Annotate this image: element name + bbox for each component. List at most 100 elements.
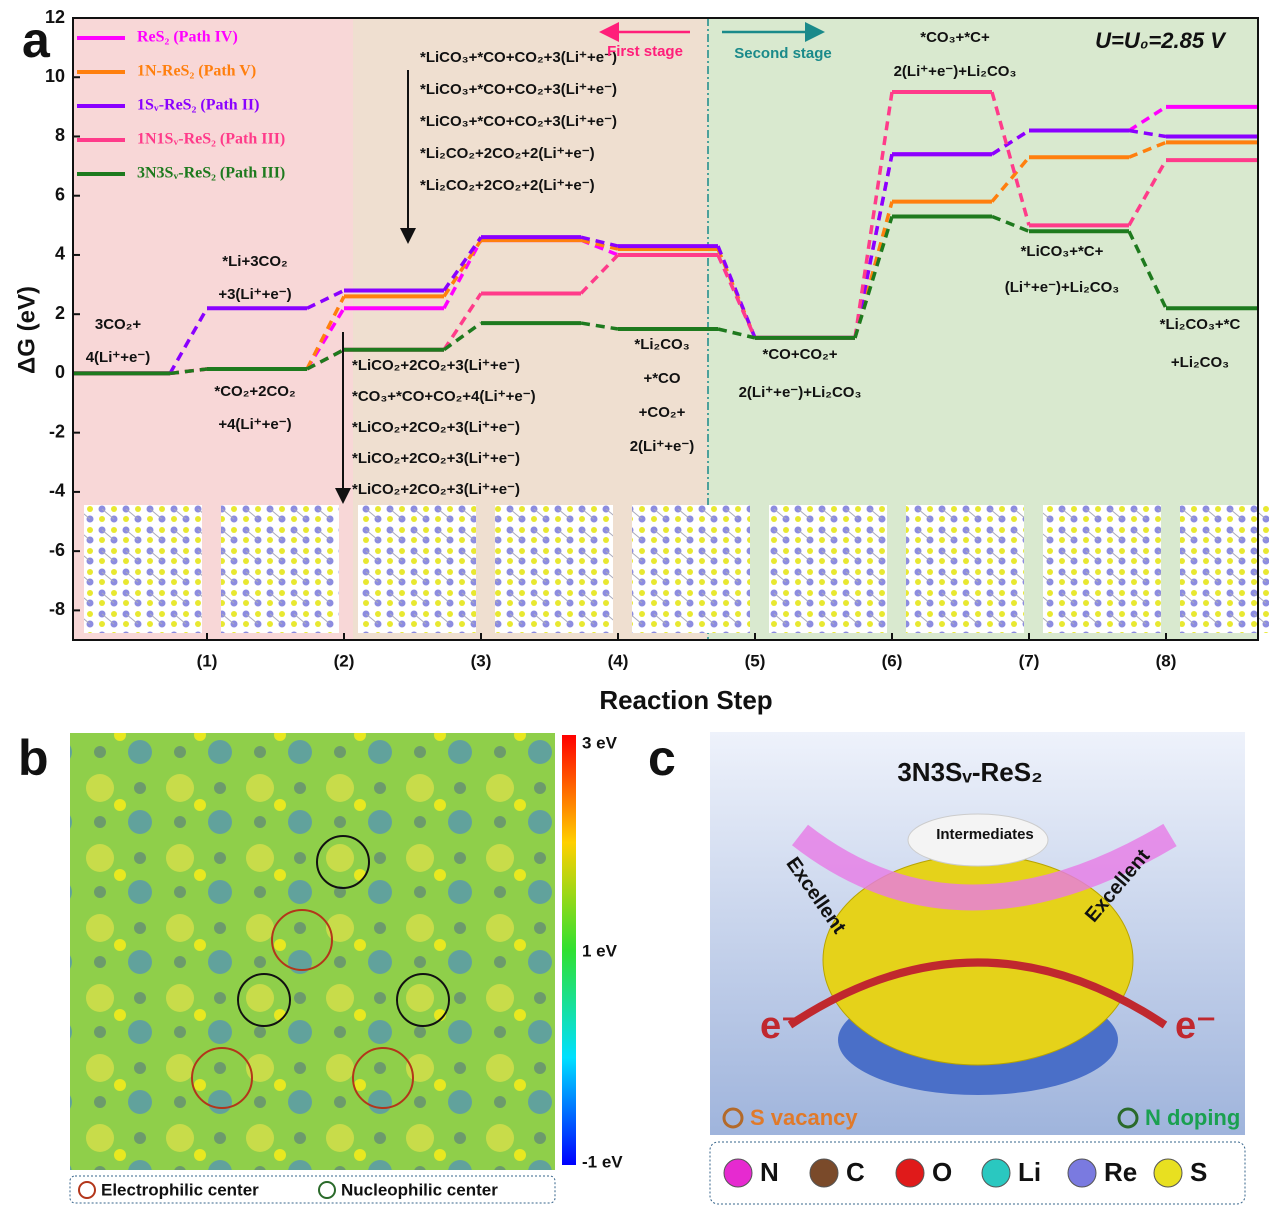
colorbar-label: 3 eV <box>582 733 618 752</box>
annotation: 2(Li⁺+e⁻)+Li₂CO₃ <box>894 63 1017 80</box>
atom-label: N <box>760 1157 779 1187</box>
site-label: S vacancy <box>750 1105 858 1130</box>
structure-image <box>906 505 1024 633</box>
legend-label: 1N-ReS₂ (Path V) <box>137 63 256 80</box>
cloud-label: Intermediates <box>936 826 1034 843</box>
connector <box>442 236 483 292</box>
structure-image <box>769 505 887 633</box>
plot: -8 -6 -4 -2 0 2 4 6 8 10 12 (1) (2) (3) (4) (5) (6) (7) (8… <box>45 7 1258 670</box>
annotation: *LiCO₃+*CO+CO₂+3(Li⁺+e⁻) <box>420 81 617 98</box>
x-tick-label: (8) <box>1156 651 1177 670</box>
annotation: *CO₃+*CO+CO₂+4(Li⁺+e⁻) <box>352 388 536 405</box>
atom-label: Li <box>1018 1157 1041 1187</box>
structure-image <box>632 505 750 633</box>
y-tick-label: -2 <box>49 421 65 441</box>
atom-sphere <box>895 1158 925 1188</box>
site-label: N doping <box>1145 1105 1240 1130</box>
electrophilic-circle <box>191 1047 253 1109</box>
annotation: +Li₂CO₃ <box>1171 354 1229 371</box>
electrophilic-circle <box>352 1047 414 1109</box>
annotation: *LiCO₃+*C+ <box>1021 243 1104 260</box>
atom-label: C <box>846 1157 865 1187</box>
y-tick-label: 6 <box>55 184 65 204</box>
annotation: *Li₂CO₃+*C <box>1160 316 1241 333</box>
connector <box>717 327 756 340</box>
connector <box>853 91 894 339</box>
annotation: *LiCO₂+2CO₂+3(Li⁺+e⁻) <box>352 419 520 436</box>
annotation: +3(Li⁺+e⁻) <box>218 286 291 303</box>
annotation: *LiCO₃+*CO+CO₂+3(Li⁺+e⁻) <box>420 113 617 130</box>
annotation: +CO₂+ <box>639 404 686 421</box>
nucleophilic-circle <box>316 835 370 889</box>
y-tick-label: 0 <box>55 362 65 382</box>
annotation: *LiCO₃+*CO+CO₂+3(Li⁺+e⁻) <box>420 49 617 66</box>
legend-label: Electrophilic center <box>101 1180 259 1199</box>
y-tick-label: -6 <box>49 540 65 560</box>
y-tick-label: 4 <box>55 244 65 264</box>
atom-legend-box <box>709 1141 1246 1205</box>
annotation: *LiCO₂+2CO₂+3(Li⁺+e⁻) <box>352 357 520 374</box>
nucleophilic-circle <box>396 973 450 1027</box>
electron-arrow <box>787 958 1168 1029</box>
connector <box>580 235 619 248</box>
y-tick-label: 8 <box>55 125 65 145</box>
annotation: *Li+3CO₂ <box>222 253 287 270</box>
structure-image <box>495 505 613 633</box>
connector <box>1127 159 1168 227</box>
scene-title: 3N3Sᵥ-ReS₂ <box>897 757 1042 787</box>
connector <box>1128 105 1167 133</box>
electron-label: e⁻ <box>760 1005 801 1047</box>
x-axis-label: Reaction Step <box>599 685 772 715</box>
structure-image <box>221 505 339 633</box>
atom-sphere <box>809 1158 839 1188</box>
connector <box>716 254 757 339</box>
atom-sphere <box>723 1158 753 1188</box>
colorbar-label: -1 eV <box>582 1152 623 1171</box>
atom-label: Re <box>1104 1157 1137 1187</box>
structure-image <box>84 505 202 633</box>
y-axis-label: ΔG (eV) <box>13 286 40 374</box>
atom-label: O <box>932 1157 952 1187</box>
stage-label: Second stage <box>734 45 832 62</box>
structure-thumbnails <box>84 505 1269 633</box>
x-tick-label: (6) <box>882 651 903 670</box>
connector <box>442 321 483 352</box>
annotation: 2(Li⁺+e⁻) <box>630 438 695 455</box>
connector <box>580 321 619 331</box>
x-tick-label: (7) <box>1019 651 1040 670</box>
connector <box>991 129 1030 156</box>
connector <box>716 245 757 339</box>
colorbar-label: 1 eV <box>582 941 618 960</box>
annotation: *CO₂+2CO₂ <box>214 383 295 400</box>
annotation: *CO+CO₂+ <box>762 346 837 363</box>
annotation: 3CO₂+ <box>95 316 142 333</box>
connector <box>442 239 483 310</box>
connector <box>169 367 208 376</box>
electrophilic-circle <box>271 909 333 971</box>
atom-label: S <box>1190 1157 1207 1187</box>
annotation: *CO₃+*C+ <box>920 29 990 46</box>
structure-image <box>1043 505 1161 633</box>
x-tick-label: (3) <box>471 651 492 670</box>
potential-label: U=U₀=2.85 V <box>1095 28 1227 53</box>
legend-label: Nucleophilic center <box>341 1180 498 1199</box>
site-marker <box>1117 1107 1139 1129</box>
connector <box>168 307 209 375</box>
connector <box>305 295 346 370</box>
panel-label: b <box>18 730 49 786</box>
annotation: *Li₂CO₂+2CO₂+2(Li⁺+e⁻) <box>420 145 595 162</box>
legend-box <box>69 1175 556 1204</box>
x-tick-label: (1) <box>197 651 218 670</box>
annotation: *Li₂CO₂+2CO₂+2(Li⁺+e⁻) <box>420 177 595 194</box>
plot-frame <box>72 17 1259 641</box>
connector <box>991 214 1030 233</box>
y-tick-label: -4 <box>49 481 65 501</box>
connector <box>442 239 483 298</box>
atom-legend: N C O Li Re S <box>723 1157 1207 1188</box>
connector <box>306 348 345 371</box>
annotation: *Li₂CO₃ <box>634 336 689 353</box>
electron-label: e⁻ <box>1175 1005 1216 1047</box>
colorbar <box>562 735 576 1165</box>
connector <box>305 307 346 370</box>
